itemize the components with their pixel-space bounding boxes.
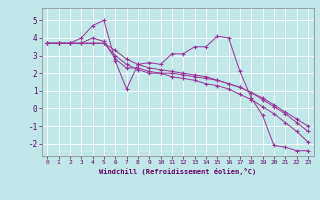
X-axis label: Windchill (Refroidissement éolien,°C): Windchill (Refroidissement éolien,°C) [99, 168, 256, 175]
